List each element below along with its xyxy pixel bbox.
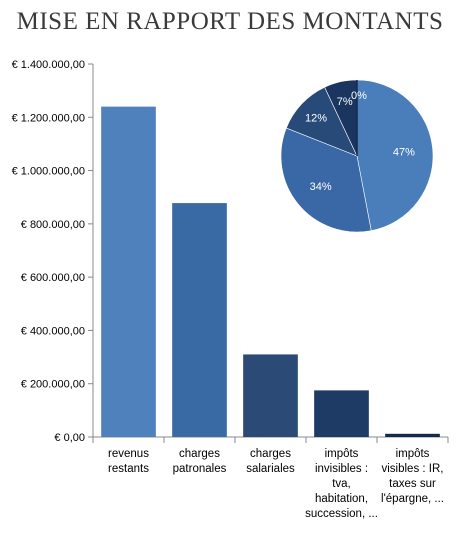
pie-slice-1 <box>356 79 434 232</box>
x-category-label: charges salariales <box>246 448 295 475</box>
x-category-label: impôts visibles : IR, taxes sur l'épargne, … <box>381 448 444 505</box>
pie-slice-label: 0% <box>351 90 367 102</box>
y-tick-label: € 1.200.000,00 <box>12 112 85 124</box>
y-tick-label: € 400.000,00 <box>21 325 85 337</box>
pie-slice-label: 34% <box>310 181 332 193</box>
x-category-label: revenus restants <box>108 448 149 475</box>
pie-slice-label: 47% <box>393 147 415 159</box>
y-tick-label: € 1.400.000,00 <box>12 59 85 71</box>
chart-title: MISE EN RAPPORT DES MONTANTS <box>16 8 444 35</box>
y-tick-label: € 0,00 <box>54 432 85 444</box>
bar-4 <box>314 390 369 437</box>
x-category-label: impôts invisibles : tva, habitation, success… <box>305 448 378 520</box>
y-tick-label: € 200.000,00 <box>21 379 85 391</box>
bar-5 <box>385 433 440 437</box>
y-tick-label: € 1.000.000,00 <box>12 166 85 178</box>
pie-slice-label: 7% <box>337 96 353 108</box>
pie-slice-label: 12% <box>305 113 327 125</box>
bar-2 <box>172 203 227 437</box>
y-tick-label: € 800.000,00 <box>21 219 85 231</box>
pie-slice-2 <box>280 127 372 233</box>
bar-3 <box>243 354 298 437</box>
bar-1 <box>101 106 156 437</box>
x-category-label: charges patronales <box>173 448 227 475</box>
y-tick-label: € 600.000,00 <box>21 272 85 284</box>
